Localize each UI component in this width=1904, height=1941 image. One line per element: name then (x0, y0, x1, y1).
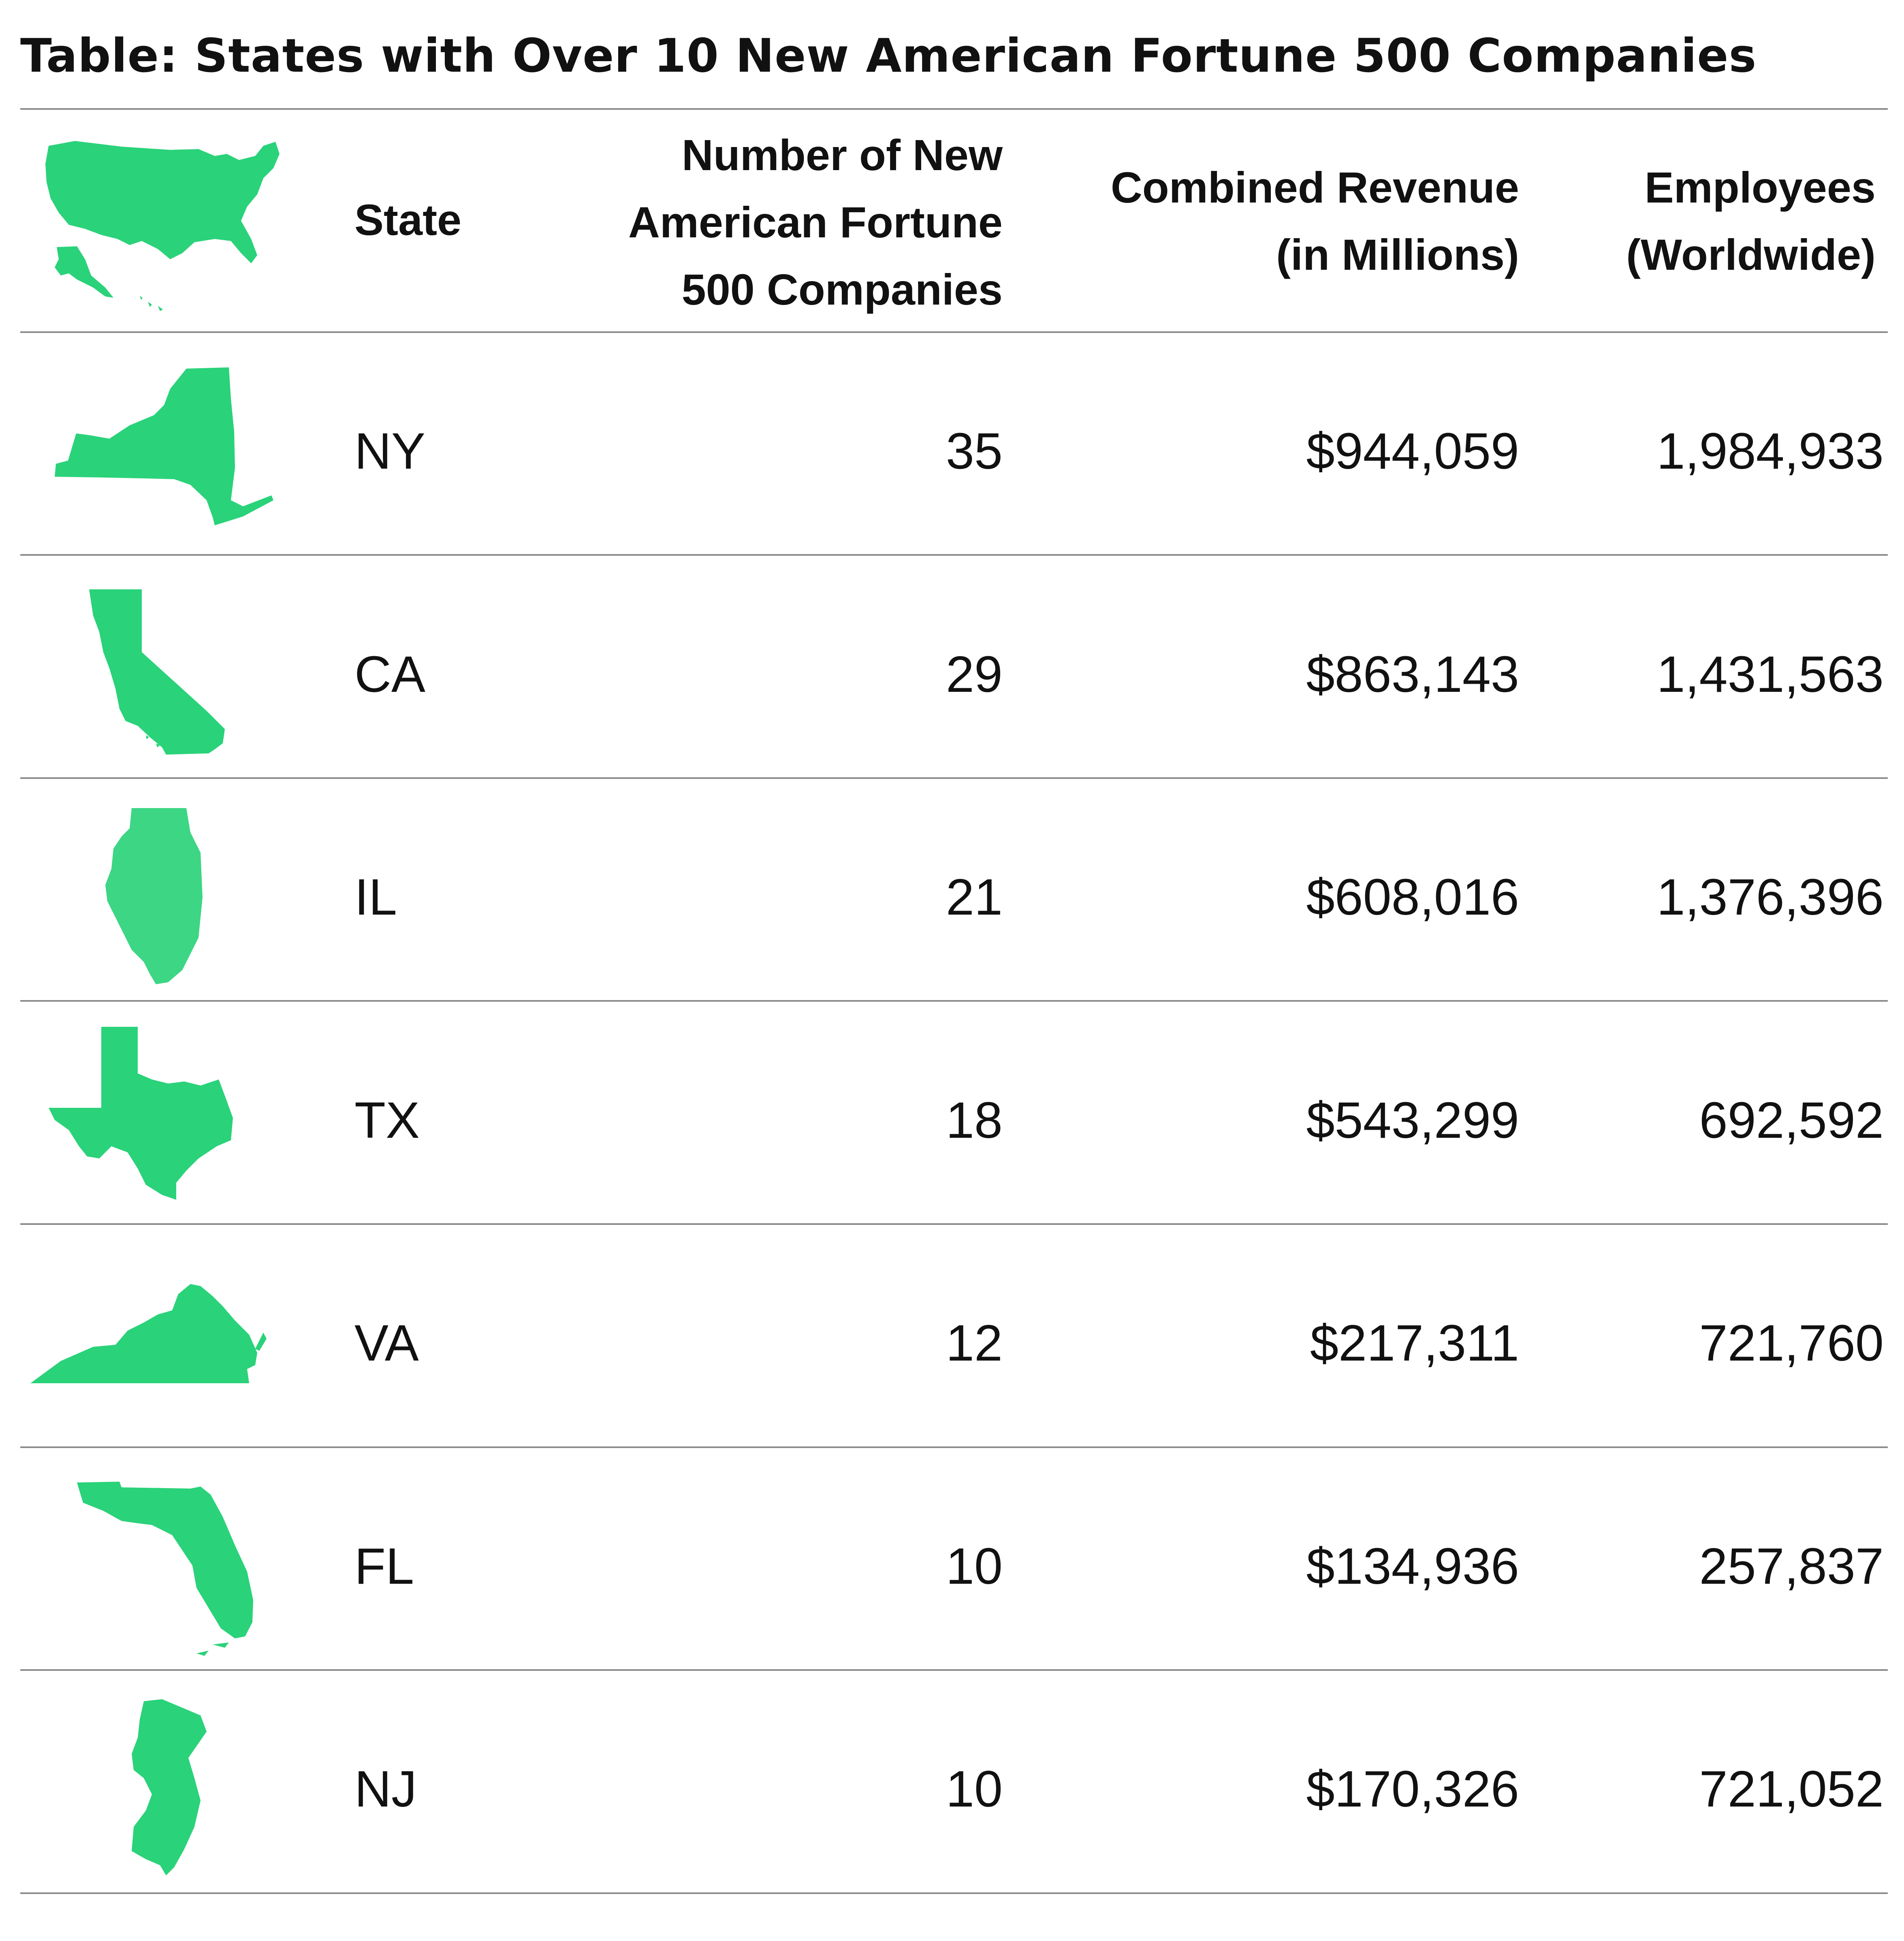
state-label: NJ (354, 1760, 417, 1817)
employees-value: 1,376,396 (1656, 868, 1884, 926)
revenue-value: $543,299 (1306, 1092, 1519, 1149)
state-label: FL (354, 1538, 414, 1595)
header-companies: Number of New American Fortune 500 Compa… (628, 130, 1003, 314)
row-divider (20, 1446, 1888, 1448)
header-revenue: Combined Revenue (in Millions) (1110, 163, 1519, 279)
revenue-value: $608,016 (1306, 868, 1519, 926)
row-divider (20, 554, 1888, 556)
revenue-value: $217,311 (1310, 1314, 1519, 1371)
state-label: NY (354, 422, 426, 480)
employees-value: 1,431,563 (1656, 646, 1884, 703)
illinois-map-icon (105, 808, 203, 984)
florida-map-icon (77, 1482, 253, 1656)
state-label: VA (354, 1314, 419, 1371)
header-employees: Employees (Worldwide) (1626, 163, 1876, 279)
header-state: State (354, 195, 462, 244)
revenue-value: $863,143 (1306, 646, 1519, 703)
virginia-map-icon (30, 1284, 267, 1383)
row-divider (20, 1000, 1888, 1002)
employees-value: 721,052 (1699, 1760, 1884, 1817)
companies-value: 35 (946, 422, 1003, 480)
revenue-value: $170,326 (1306, 1760, 1519, 1817)
top-rule (20, 108, 1888, 110)
companies-value: 21 (946, 868, 1003, 926)
row-divider (20, 777, 1888, 779)
california-map-icon (89, 589, 225, 755)
employees-value: 257,837 (1699, 1538, 1884, 1595)
chart-title: Table: States with Over 10 New American … (20, 29, 1757, 83)
row-divider (20, 1669, 1888, 1671)
bottom-rule (20, 1892, 1888, 1894)
new-jersey-map-icon (132, 1699, 207, 1875)
state-label: TX (354, 1092, 420, 1149)
state-label: IL (354, 868, 397, 926)
employees-value: 692,592 (1699, 1092, 1884, 1149)
companies-value: 10 (946, 1760, 1003, 1817)
revenue-value: $944,059 (1306, 422, 1519, 480)
companies-value: 29 (946, 646, 1003, 703)
companies-value: 12 (946, 1314, 1003, 1371)
new-york-map-icon (55, 367, 273, 525)
companies-value: 10 (946, 1538, 1003, 1595)
texas-map-icon (49, 1027, 233, 1200)
us-map-icon (45, 141, 280, 311)
companies-value: 18 (946, 1092, 1003, 1149)
employees-value: 721,760 (1699, 1314, 1884, 1371)
revenue-value: $134,936 (1306, 1538, 1519, 1595)
header-rule (20, 331, 1888, 333)
row-divider (20, 1223, 1888, 1225)
state-label: CA (354, 646, 426, 703)
employees-value: 1,984,933 (1656, 422, 1884, 480)
